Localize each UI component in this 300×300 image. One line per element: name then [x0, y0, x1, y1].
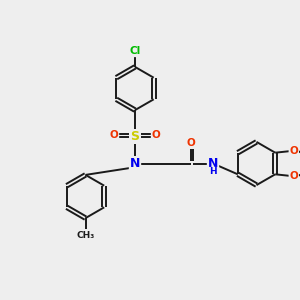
Text: CH₃: CH₃ [76, 231, 94, 240]
Text: H: H [209, 167, 217, 176]
Text: O: O [186, 138, 195, 148]
Text: N: N [208, 157, 218, 170]
Text: O: O [110, 130, 118, 140]
Text: O: O [290, 171, 298, 181]
Text: S: S [130, 130, 140, 143]
Text: O: O [152, 130, 160, 140]
Text: O: O [290, 146, 298, 156]
Text: Cl: Cl [129, 46, 141, 56]
Text: N: N [130, 157, 140, 170]
